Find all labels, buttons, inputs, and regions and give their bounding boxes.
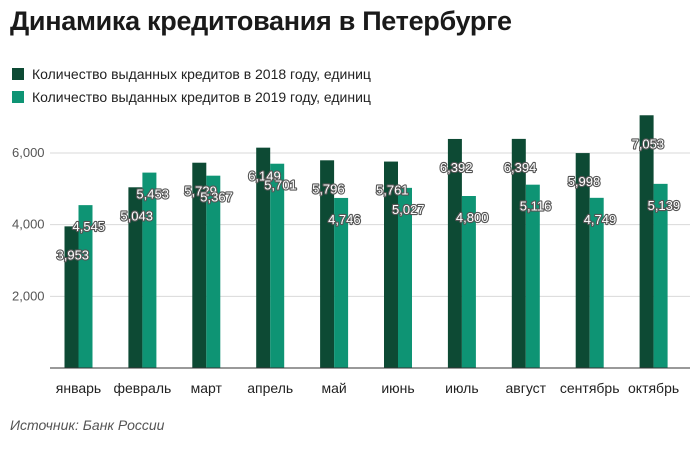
data-label-2018: 3,953	[57, 247, 90, 262]
data-label-2018: 6,394	[504, 160, 537, 175]
bar-2019	[461, 196, 476, 368]
bar-2019	[398, 187, 412, 368]
data-label-2019: 4,545	[73, 219, 106, 234]
x-category-label: сентябрь	[560, 380, 620, 396]
axis-layer: 2,000 4,000 6,000 январь февраль март апрель ма…	[12, 145, 690, 396]
data-label-2019: 4,749	[584, 212, 617, 227]
bars-layer	[64, 115, 668, 368]
data-label-2019: 5,027	[392, 202, 425, 217]
data-label-2018: 5,761	[376, 183, 409, 198]
bar-2018	[384, 161, 398, 368]
legend-label-2018: Количество выданных кредитов в 2018 году…	[32, 65, 371, 82]
bar-2018	[447, 138, 462, 368]
data-label-2018: 5,998	[568, 174, 601, 189]
x-category-label: январь	[56, 380, 101, 396]
data-label-2019: 5,367	[200, 190, 233, 205]
x-category-label: июнь	[381, 380, 414, 396]
bar-2019	[334, 197, 349, 368]
bar-2019	[206, 175, 221, 368]
data-label-2019: 5,453	[136, 187, 169, 202]
data-label-2018: 7,053	[632, 136, 665, 151]
legend-item-2018: Количество выданных кредитов в 2018 году…	[12, 62, 371, 85]
x-category-label: июль	[445, 380, 478, 396]
y-tick-label: 6,000	[12, 145, 45, 160]
chart-legend: Количество выданных кредитов в 2018 году…	[12, 62, 371, 108]
y-tick-label: 4,000	[12, 217, 45, 232]
bar-2019	[78, 205, 93, 368]
y-tick-label: 2,000	[12, 288, 45, 303]
x-category-label: февраль	[114, 380, 172, 396]
bar-2018	[511, 138, 526, 368]
bar-2018	[64, 226, 79, 368]
bar-2019	[142, 172, 157, 368]
chart-title: Динамика кредитования в Петербурге	[10, 6, 512, 36]
data-label-2019: 5,139	[648, 198, 681, 213]
bar-2019	[653, 183, 668, 368]
bar-2018	[575, 153, 590, 368]
x-category-label: март	[191, 380, 223, 396]
data-label-2018: 6,392	[440, 160, 473, 175]
bar-2019	[270, 163, 285, 368]
data-label-2019: 4,746	[328, 212, 361, 227]
legend-label-2019: Количество выданных кредитов в 2019 году…	[32, 88, 371, 105]
data-label-2018: 5,729	[184, 184, 217, 199]
legend-swatch-2018	[12, 67, 24, 80]
data-label-2018: 5,796	[312, 181, 345, 196]
x-category-label: апрель	[247, 380, 293, 396]
bar-2018	[128, 187, 143, 368]
data-label-2018: 5,043	[120, 208, 153, 223]
source-note: Источник: Банк России	[10, 417, 165, 433]
x-category-label: октябрь	[628, 380, 679, 396]
x-category-label: август	[506, 380, 547, 396]
legend-item-2019: Количество выданных кредитов в 2019 году…	[12, 85, 371, 108]
data-label-2019: 5,116	[520, 199, 552, 214]
bar-2018	[256, 147, 271, 368]
bar-2018	[639, 115, 654, 368]
bar-2019	[525, 184, 540, 368]
data-label-2018: 6,149	[248, 169, 281, 184]
data-label-2019: 5,701	[264, 178, 297, 193]
bar-2018	[320, 160, 335, 368]
x-category-label: май	[321, 380, 346, 396]
bar-2019	[589, 197, 604, 368]
legend-swatch-2019	[12, 90, 24, 103]
bar-2018	[192, 162, 207, 368]
data-label-2019: 4,800	[456, 210, 489, 225]
